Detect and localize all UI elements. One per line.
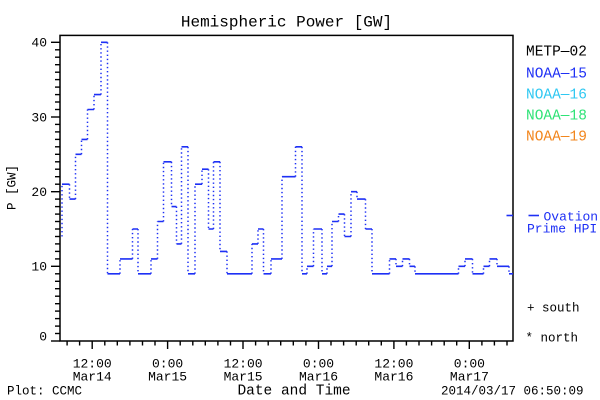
svg-text:NOAA—19: NOAA—19 [526,130,587,146]
svg-text:METP—02: METP—02 [526,45,587,61]
svg-text:Mar15: Mar15 [148,370,187,385]
svg-text:P [GW]: P [GW] [6,165,20,210]
svg-text:12:00: 12:00 [374,357,413,372]
svg-text:Plot: CCMC: Plot: CCMC [7,385,82,399]
svg-text:0:00: 0:00 [303,357,334,372]
svg-text:10: 10 [31,260,47,275]
svg-text:Mar15: Mar15 [224,370,263,385]
svg-text:12:00: 12:00 [224,357,263,372]
svg-text:Mar16: Mar16 [374,370,413,385]
svg-text:Mar17: Mar17 [450,370,489,385]
svg-text:Ovation: Ovation [544,210,599,225]
svg-text:+ south: + south [527,302,580,316]
svg-text:Hemispheric Power [GW]: Hemispheric Power [GW] [181,13,392,31]
svg-text:NOAA—15: NOAA—15 [526,67,587,83]
svg-text:Prime HPI: Prime HPI [527,222,597,237]
svg-text:30: 30 [31,110,47,125]
svg-text:40: 40 [31,36,47,51]
svg-text:12:00: 12:00 [73,357,112,372]
svg-text:Date and Time: Date and Time [237,384,350,400]
svg-text:0: 0 [39,329,47,344]
svg-text:* north: * north [526,332,579,346]
svg-text:2014/03/17 06:50:09: 2014/03/17 06:50:09 [441,385,584,399]
svg-text:NOAA—16: NOAA—16 [526,88,587,104]
svg-text:Mar16: Mar16 [299,370,338,385]
svg-text:0:00: 0:00 [454,357,485,372]
svg-text:20: 20 [31,185,47,200]
svg-text:0:00: 0:00 [152,357,183,372]
svg-text:Mar14: Mar14 [73,370,112,385]
svg-text:NOAA—18: NOAA—18 [526,109,587,125]
